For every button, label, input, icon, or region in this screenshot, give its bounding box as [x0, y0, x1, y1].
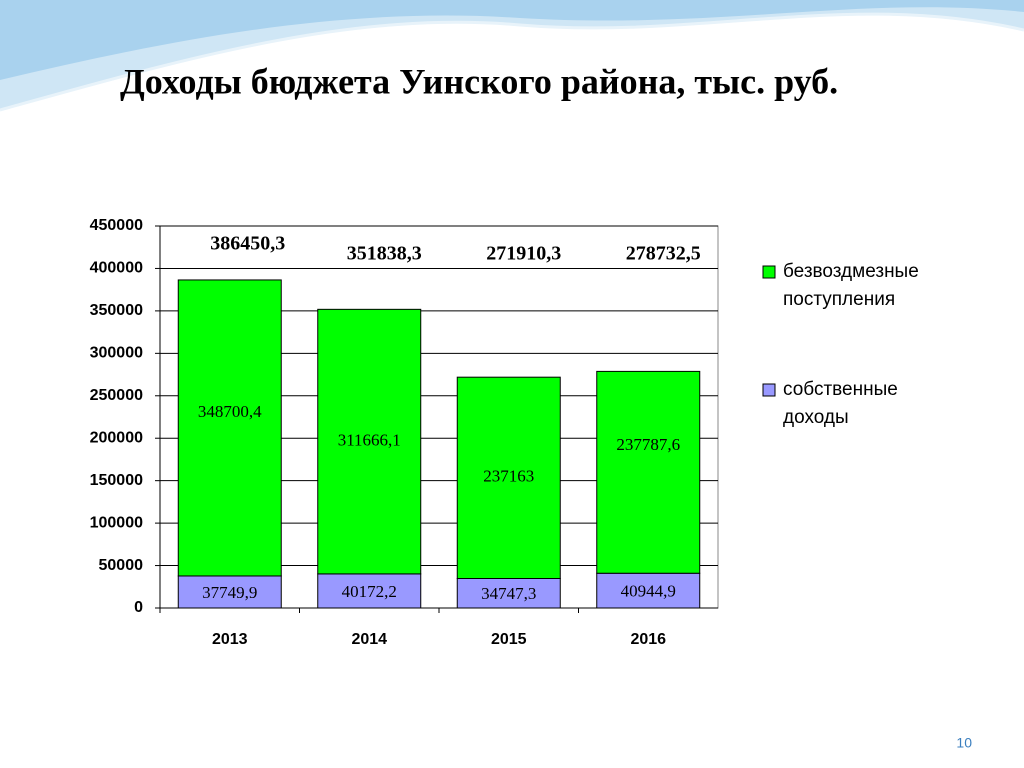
value-label: 311666,1 — [338, 431, 401, 450]
total-label: 351838,3 — [347, 243, 422, 265]
y-tick-label: 150000 — [90, 472, 143, 489]
y-tick-label: 0 — [134, 599, 143, 616]
total-label: 386450,3 — [210, 233, 285, 255]
y-tick-label: 400000 — [90, 260, 143, 277]
total-label: 278732,5 — [626, 243, 701, 265]
bar-segment — [177, 279, 282, 577]
x-tick-label: 2013 — [212, 631, 248, 648]
chart-title: Доходы бюджета Уинского района, тыс. руб… — [120, 61, 838, 101]
value-label: 37749,9 — [202, 583, 257, 602]
bar-segment — [177, 575, 282, 609]
y-tick-label: 350000 — [90, 302, 143, 319]
bar-segment — [317, 573, 422, 609]
x-tick-label: 2014 — [351, 631, 387, 648]
y-tick-label: 250000 — [90, 387, 143, 404]
bar-segment — [596, 572, 701, 609]
y-tick-label: 450000 — [90, 217, 143, 234]
y-tick-label: 300000 — [90, 345, 143, 362]
y-tick-label: 100000 — [90, 514, 143, 531]
legend-label: безвоздмезные поступления — [783, 261, 919, 310]
legend-label: собственные доходы — [783, 379, 898, 428]
value-label: 237787,6 — [616, 435, 680, 454]
value-label: 40944,9 — [621, 582, 676, 601]
legend-swatch — [762, 265, 776, 279]
value-label: 40172,2 — [342, 582, 397, 601]
value-label: 348700,4 — [198, 402, 262, 421]
x-tick-label: 2015 — [491, 631, 527, 648]
y-tick-label: 200000 — [90, 429, 143, 446]
legend-swatch — [762, 383, 776, 397]
page-number: 10 — [956, 735, 972, 751]
y-tick-label: 50000 — [99, 557, 144, 574]
value-label: 34747,3 — [481, 584, 536, 603]
background-wave — [0, 0, 1024, 112]
value-label: 237163 — [483, 467, 534, 486]
bar-segment — [456, 376, 561, 580]
bar-segment — [317, 308, 422, 575]
total-label: 271910,3 — [486, 243, 561, 265]
bar-segment — [596, 370, 701, 574]
x-tick-label: 2016 — [630, 631, 666, 648]
